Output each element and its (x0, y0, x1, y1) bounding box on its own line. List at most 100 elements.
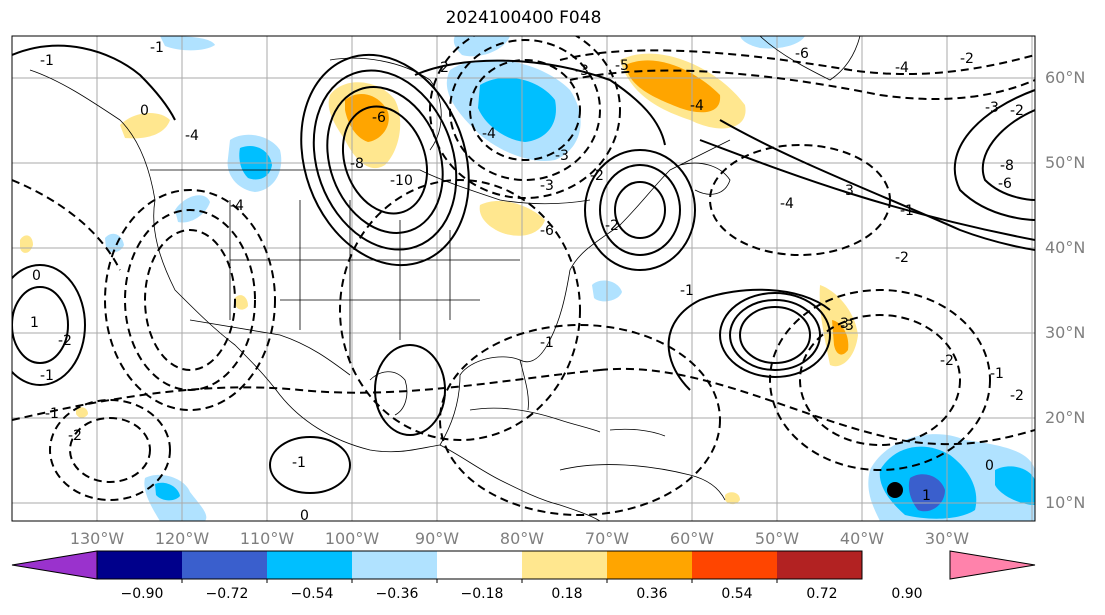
shade-warm-small-4 (76, 407, 88, 418)
shade-cool-top-1 (160, 36, 215, 51)
lon-label-50w: 50°W (754, 529, 800, 548)
contour-ring (312, 69, 458, 251)
contour-label: -2 (960, 51, 974, 67)
colorbar-tick-label: −0.72 (205, 586, 249, 602)
shade-warm-small-2 (20, 235, 33, 253)
contour-label: -2 (435, 60, 449, 76)
shade-cool-mexico-core (155, 482, 180, 501)
lat-label-50n: 50°N (1045, 153, 1086, 172)
contours (12, 44, 1035, 494)
shade-cool-quebec-core (478, 77, 556, 142)
contour-ring (729, 299, 821, 371)
colorbar-cell (182, 551, 267, 579)
contour-dashed-north (559, 49, 1035, 76)
colorbar-tick-label: 0.36 (636, 586, 668, 602)
contour-label: -1 (150, 40, 164, 56)
colorbar-extend-low (11, 550, 98, 580)
contour-label: -8 (1000, 158, 1014, 174)
contour-label: 1 (922, 488, 931, 504)
contour-label: -1 (40, 368, 54, 384)
contour-ring (614, 181, 666, 239)
contour-label: -3 (840, 183, 854, 199)
contour-dashed (69, 417, 151, 483)
shade-warm-labrador-core (625, 60, 721, 113)
contour-label: 1 (30, 315, 39, 331)
coast-south-am (559, 464, 726, 501)
contour-dashed (144, 229, 236, 371)
hispaniola (609, 428, 666, 437)
shade-cool-top-2 (453, 36, 510, 57)
shade-cool-top-3 (740, 36, 805, 49)
contour-label: -3 (540, 178, 554, 194)
contour-east-2 (981, 109, 1035, 201)
contour-label: -6 (372, 110, 386, 126)
contour-label: -4 (185, 128, 199, 144)
contour-dashed-tropics (12, 369, 601, 421)
colorbar-cell (97, 551, 182, 579)
coastlines (29, 36, 861, 521)
contour-label: 0 (300, 508, 309, 524)
lon-label-80w: 80°W (499, 529, 545, 548)
map-frame (11, 35, 1036, 522)
contour-label-group: -1 0 -1 -4 -2 -3 -6 -4 -6 -2 -4 -3 -6 -8… (30, 40, 1024, 524)
contour-label: -1 (900, 203, 914, 219)
contour-dashed (124, 209, 256, 391)
lon-label-130w: 130°W (69, 529, 125, 548)
colorbar-tick-label: 0.90 (891, 586, 923, 602)
shade-warm-small-3 (235, 295, 248, 310)
state-lines (229, 200, 520, 360)
contour-dashed (709, 144, 891, 256)
contour-label: -4 (690, 98, 704, 114)
contour-label: -4 (230, 198, 244, 214)
contour-dashed (439, 324, 721, 516)
shade-cool-northwest (175, 195, 210, 223)
contour-label: -1 (680, 283, 694, 299)
contour-dashed (49, 399, 171, 501)
lat-label-40n: 40°N (1045, 238, 1086, 257)
colorbar-tick-label: −0.54 (290, 586, 334, 602)
colorbar-cell (352, 551, 437, 579)
contour-dashed (449, 39, 601, 181)
shaded-anomalies (20, 36, 1035, 521)
contour-dashed (104, 189, 276, 411)
colorbar-border (96, 550, 863, 580)
shade-warm-great-lakes (479, 200, 545, 236)
contour-label: -2 (1010, 103, 1024, 119)
coast-yucatan (369, 371, 408, 416)
lon-label-60w: 60°W (669, 529, 715, 548)
contour-label: -1 (540, 335, 554, 351)
colorbar-cell (522, 551, 607, 579)
shade-warm-small-5 (725, 492, 740, 505)
contour-ring (269, 436, 351, 494)
contour-dashed-tropics-2 (599, 367, 1035, 446)
lon-label-120w: 120°W (154, 529, 210, 548)
contour-ring (739, 306, 811, 364)
contour-label: 0 (140, 103, 149, 119)
contour-label: -1 (45, 406, 59, 422)
contour-dashed (429, 36, 621, 199)
contour-dashed (769, 289, 991, 471)
contour-label: -2 (1010, 388, 1024, 404)
contour-ring (584, 149, 696, 271)
contour-label: 3 (840, 316, 849, 332)
lon-label-40w: 40°W (839, 529, 885, 548)
contour-ring (341, 105, 429, 215)
contour-dashed (799, 314, 961, 446)
contour-label: -10 (390, 173, 413, 189)
coast-gulf (439, 139, 731, 446)
lon-label-110w: 110°W (239, 529, 295, 548)
contour-atlantic-open (667, 288, 831, 391)
coast-central-am (439, 444, 601, 521)
lon-label-30w: 30°W (924, 529, 970, 548)
contour-ring (719, 292, 831, 378)
contour-label: -4 (895, 60, 909, 76)
contour-east-4 (699, 139, 1035, 241)
lat-label-60n: 60°N (1045, 68, 1086, 87)
contour-top-left (12, 44, 176, 121)
contour-label: -6 (795, 46, 809, 62)
contour-dashed-north-2 (569, 69, 1035, 100)
contour-east-1 (953, 89, 1035, 221)
lat-label-30n: 30°N (1045, 323, 1086, 342)
colorbar-cell (607, 551, 692, 579)
